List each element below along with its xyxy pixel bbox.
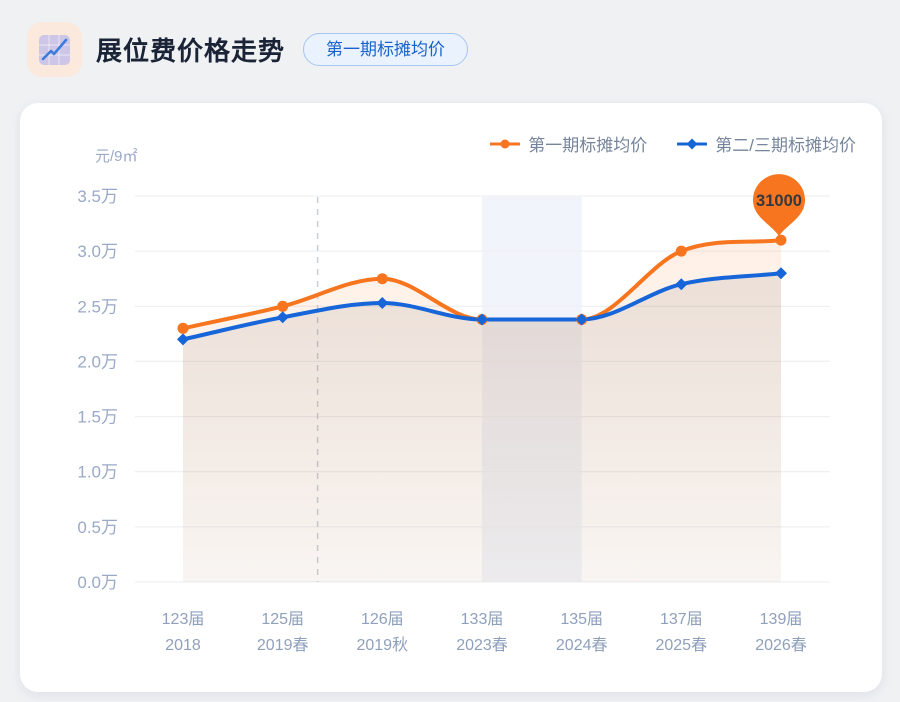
x-axis-labels: 123届 2018 125届 2019春 126届 2019秋 133届 2023春 1… [162,611,807,654]
svg-text:3.5万: 3.5万 [77,187,118,206]
legend-label: 第一期标摊均价 [528,136,648,155]
svg-text:0.5万: 0.5万 [77,518,118,537]
svg-text:123届: 123届 [162,611,205,628]
price-trend-chart[interactable]: 0.0万 0.5万 1.0万 1.5万 2.0万 2.5万 3.0万 3.5万 31000 12… [20,103,882,692]
y-axis-labels: 0.0万 0.5万 1.0万 1.5万 2.0万 2.5万 3.0万 3.5万 [77,187,118,592]
chart-card: 元/9㎡ 第一期标摊均价 第二/三期标摊均价 0.0万 0.5万 1.0万 1.5万 2… [20,103,882,692]
legend-label: 第二/三期标摊均价 [715,136,856,155]
chart-legend: 第一期标摊均价 第二/三期标摊均价 [490,131,856,156]
svg-text:3.0万: 3.0万 [77,242,118,261]
svg-text:2025春: 2025春 [655,636,707,654]
svg-text:2019春: 2019春 [257,636,309,654]
svg-text:1.0万: 1.0万 [77,463,118,482]
svg-text:139届: 139届 [760,611,803,628]
legend-item-1[interactable]: 第二/三期标摊均价 [677,131,856,156]
header: 展位费价格走势 第一期标摊均价 [27,14,880,84]
svg-text:2026春: 2026春 [755,636,807,654]
svg-text:2024春: 2024春 [556,636,608,654]
page-title: 展位费价格走势 [96,35,286,66]
markers-series-1[interactable] [177,267,787,346]
svg-text:2023春: 2023春 [456,636,508,654]
svg-text:1.5万: 1.5万 [77,408,118,427]
svg-text:2018: 2018 [165,637,201,654]
legend-item-0[interactable]: 第一期标摊均价 [490,131,647,156]
svg-text:137届: 137届 [660,611,703,628]
svg-text:125届: 125届 [261,611,304,628]
phase-filter-badge[interactable]: 第一期标摊均价 [303,32,469,66]
y-axis-unit-label: 元/9㎡ [95,148,138,165]
svg-text:2.5万: 2.5万 [77,297,118,316]
svg-text:2019秋: 2019秋 [356,636,408,654]
line-chart-icon [39,34,70,65]
circle-marker-icon [490,139,521,148]
svg-text:126届: 126届 [361,611,404,628]
annotation-value: 31000 [756,192,802,210]
svg-text:133届: 133届 [461,611,504,628]
svg-text:2.0万: 2.0万 [77,352,118,371]
annotation-pin: 31000 [753,174,805,237]
area-fill-series-1 [183,273,781,582]
chart-app-icon [27,21,82,77]
svg-text:0.0万: 0.0万 [77,573,118,592]
diamond-marker-icon [677,138,708,149]
svg-text:135届: 135届 [560,611,603,628]
